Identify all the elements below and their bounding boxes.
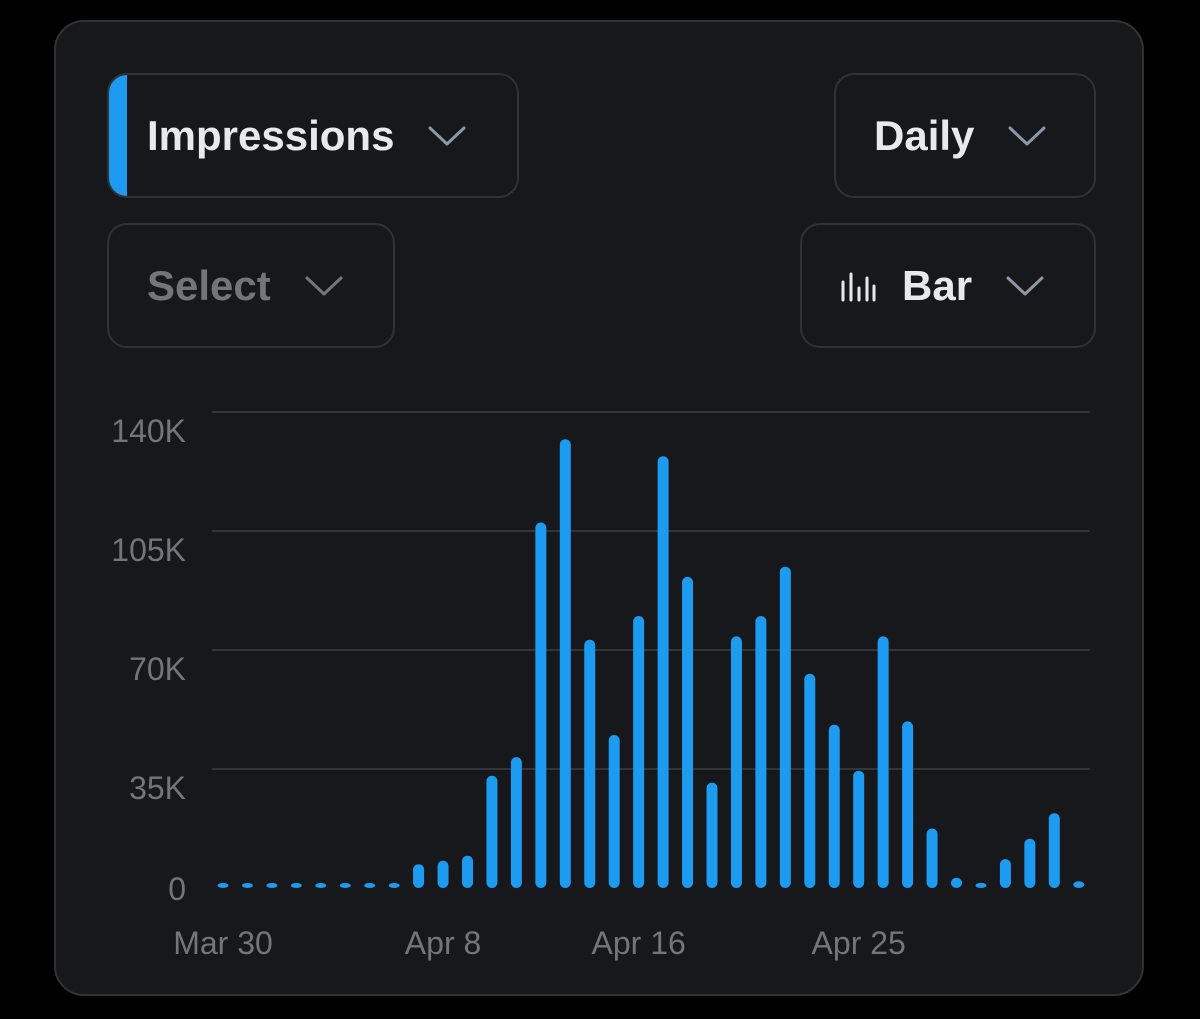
bar xyxy=(217,883,229,888)
x-tick-label: Apr 16 xyxy=(592,925,686,961)
chevron-down-icon xyxy=(305,276,343,295)
period-dropdown-label: Daily xyxy=(874,111,975,159)
bar xyxy=(999,859,1011,888)
compare-dropdown-label: Select xyxy=(147,261,271,309)
y-tick-label: 70K xyxy=(129,651,186,687)
metric-dropdown[interactable]: Impressions xyxy=(107,73,519,198)
bar xyxy=(364,883,376,888)
bar xyxy=(975,882,987,888)
bar xyxy=(290,883,302,888)
x-axis-ticks: Mar 30 Apr 8 Apr 16 Apr 25 xyxy=(173,925,906,961)
chart-type-dropdown[interactable]: Bar xyxy=(800,223,1096,348)
bar xyxy=(755,616,767,888)
bar xyxy=(877,636,889,888)
bar xyxy=(1024,838,1036,888)
chevron-down-icon xyxy=(428,126,466,145)
bar xyxy=(535,522,547,888)
bar xyxy=(902,721,914,888)
bar xyxy=(608,735,620,888)
compare-dropdown[interactable]: Select xyxy=(107,223,395,348)
y-tick-label: 35K xyxy=(129,770,186,806)
period-dropdown[interactable]: Daily xyxy=(834,73,1096,198)
bar xyxy=(437,860,449,888)
chart-type-dropdown-label: Bar xyxy=(902,261,973,309)
bar xyxy=(413,864,425,888)
bar xyxy=(559,439,571,888)
chevron-down-icon xyxy=(1008,126,1046,145)
bar xyxy=(510,757,522,888)
bar xyxy=(584,639,596,888)
bar xyxy=(633,616,645,888)
bar xyxy=(730,636,742,888)
metric-dropdown-label: Impressions xyxy=(147,111,395,159)
y-tick-label: 105K xyxy=(111,532,186,568)
bar xyxy=(926,828,938,888)
y-axis-ticks: 0 35K 70K 105K 140K xyxy=(111,413,186,907)
analytics-card: Impressions Daily Select Bar xyxy=(54,20,1144,996)
bar xyxy=(388,883,400,888)
x-tick-label: Apr 8 xyxy=(405,925,481,961)
bar xyxy=(804,673,816,888)
bar xyxy=(462,855,473,888)
bar xyxy=(315,883,327,888)
bar xyxy=(486,775,498,888)
bar xyxy=(828,724,840,888)
bar xyxy=(1073,881,1085,888)
y-tick-label: 140K xyxy=(111,413,186,449)
chevron-down-icon xyxy=(1006,276,1044,295)
bar xyxy=(779,566,791,888)
grid-lines xyxy=(212,411,1090,770)
bar xyxy=(706,782,718,888)
bar xyxy=(682,576,694,888)
y-tick-label: 0 xyxy=(168,871,186,907)
bar xyxy=(951,877,962,888)
bar xyxy=(266,883,278,888)
bar xyxy=(339,883,351,888)
impressions-bar-chart: 0 35K 70K 105K 140K Mar 30 Apr 8 Apr 16 Apr 25 xyxy=(111,411,1090,961)
bars xyxy=(217,439,1085,888)
bar xyxy=(241,883,253,888)
bar xyxy=(853,770,865,888)
bar-chart-icon xyxy=(841,272,876,301)
bar xyxy=(657,456,669,888)
x-tick-label: Mar 30 xyxy=(173,925,273,961)
x-tick-label: Apr 25 xyxy=(812,925,906,961)
bar xyxy=(1048,813,1060,888)
series-color-indicator xyxy=(109,75,127,196)
